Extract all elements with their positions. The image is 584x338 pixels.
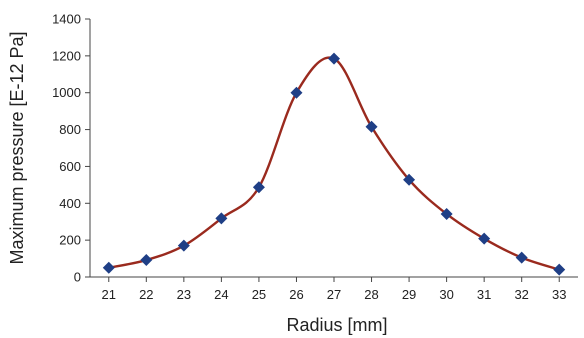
x-tick-label: 30 (439, 287, 453, 302)
x-tick-label: 32 (514, 287, 528, 302)
data-point-marker (290, 86, 303, 99)
data-point-marker (328, 52, 340, 65)
x-tick-label: 21 (102, 287, 116, 302)
data-point-marker (515, 251, 528, 264)
data-point-marker (553, 263, 566, 276)
x-tick-label: 28 (364, 287, 378, 302)
data-point-marker (102, 261, 115, 274)
y-tick-label: 0 (74, 270, 81, 285)
x-tick-label: 25 (252, 287, 266, 302)
y-tick-label: 200 (59, 233, 81, 248)
data-point-marker (478, 232, 491, 245)
x-tick-label: 26 (289, 287, 303, 302)
y-tick-label: 1400 (52, 12, 81, 27)
x-tick-label: 24 (214, 287, 228, 302)
data-point-marker (365, 120, 378, 133)
data-point-marker (403, 173, 416, 186)
y-axis-title: Maximum pressure [E-12 Pa] (7, 31, 27, 264)
data-point-marker (252, 181, 265, 194)
x-tick-label: 22 (139, 287, 153, 302)
data-point-marker (215, 212, 228, 225)
y-tick-label: 400 (59, 196, 81, 211)
markers (102, 52, 566, 276)
data-point-marker (177, 239, 190, 252)
x-tick-label: 31 (477, 287, 491, 302)
x-tick-label: 23 (177, 287, 191, 302)
x-tick-label: 27 (327, 287, 341, 302)
data-point-marker (440, 207, 453, 220)
data-point-marker (140, 254, 153, 267)
ticks: 0 200 400 600 800 1000 1200 1400 21 22 23 24 25 26 27 2… (52, 12, 566, 303)
x-axis-title: Radius [mm] (286, 315, 387, 335)
y-tick-label: 1200 (52, 48, 81, 63)
y-tick-label: 800 (59, 122, 81, 137)
y-tick-label: 600 (59, 159, 81, 174)
y-tick-label: 1000 (52, 85, 81, 100)
x-tick-label: 33 (552, 287, 566, 302)
x-tick-label: 29 (402, 287, 416, 302)
series-line (108, 56, 560, 271)
